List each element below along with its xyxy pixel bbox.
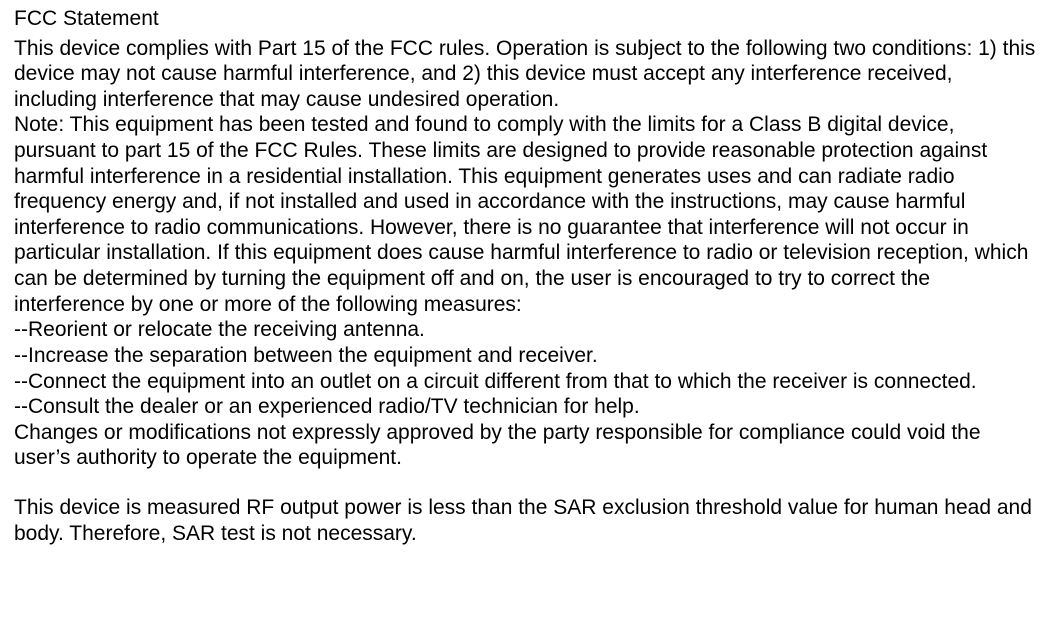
paragraph-changes: Changes or modifications not expressly a…	[14, 420, 1040, 471]
bullet-separation: --Increase the separation between the eq…	[14, 343, 1040, 369]
blank-line	[14, 471, 1040, 495]
bullet-consult: --Consult the dealer or an experienced r…	[14, 394, 1040, 420]
bullet-outlet: --Connect the equipment into an outlet o…	[14, 369, 1040, 395]
document-page: FCC Statement This device complies with …	[0, 0, 1054, 641]
paragraph-compliance: This device complies with Part 15 of the…	[14, 36, 1040, 113]
bullet-reorient: --Reorient or relocate the receiving ant…	[14, 317, 1040, 343]
paragraph-note: Note: This equipment has been tested and…	[14, 112, 1040, 317]
document-title: FCC Statement	[14, 6, 1040, 32]
paragraph-sar: This device is measured RF output power …	[14, 495, 1040, 546]
